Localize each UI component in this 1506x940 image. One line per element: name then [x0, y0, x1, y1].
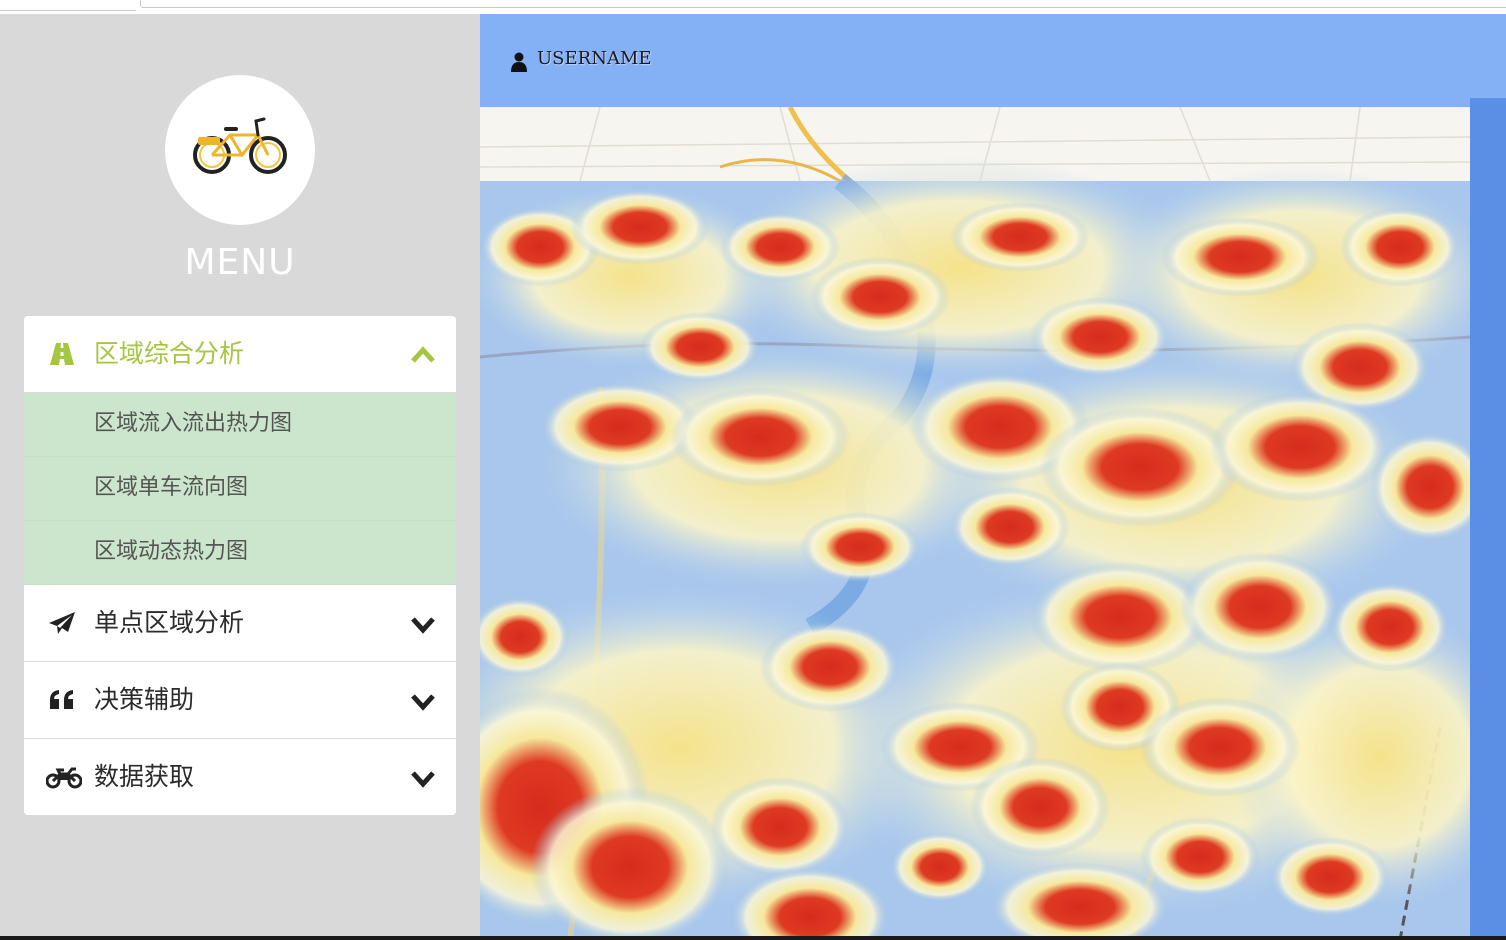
menu-section-label: 数据获取: [94, 762, 195, 791]
sidebar: MENU 区域综合分析 区域流入流出热力图 区域单车流向图 区域动态热力图 单点…: [0, 14, 480, 940]
browser-address-bar[interactable]: [140, 0, 1506, 8]
chevron-up-icon: [411, 346, 435, 363]
menu-section-label: 单点区域分析: [94, 608, 245, 637]
menu-section-label: 决策辅助: [94, 685, 195, 714]
menu-section-single-point-analysis[interactable]: 单点区域分析: [24, 585, 456, 662]
browser-tab-edge: [0, 0, 136, 11]
menu-title: MENU: [184, 242, 296, 283]
paper-plane-icon: [49, 612, 75, 634]
chevron-down-icon: [411, 617, 435, 634]
menu-panel: 区域综合分析 区域流入流出热力图 区域单车流向图 区域动态热力图 单点区域分析: [24, 316, 456, 815]
menu-section-regional-analysis[interactable]: 区域综合分析: [24, 316, 456, 393]
username-label[interactable]: USERNAME: [537, 48, 652, 69]
road-icon: [50, 343, 74, 365]
menu-section-label: 区域综合分析: [94, 339, 245, 368]
right-panel-edge: [1470, 98, 1506, 940]
user-icon[interactable]: [510, 52, 528, 72]
motorcycle-icon: [46, 767, 82, 789]
submenu-item-label: 区域流入流出热力图: [94, 411, 293, 436]
chevron-down-icon: [411, 694, 435, 711]
heatmap-canvas[interactable]: [480, 107, 1470, 940]
menu-section-decision-support[interactable]: 决策辅助: [24, 662, 456, 739]
submenu-item-dynamic-heatmap[interactable]: 区域动态热力图: [24, 521, 456, 585]
quote-icon: [50, 690, 73, 709]
bicycle-icon: [193, 117, 287, 174]
menu-section-data-acquisition[interactable]: 数据获取: [24, 739, 456, 815]
heatmap-map-view[interactable]: [480, 107, 1470, 940]
browser-chrome: [0, 0, 1506, 14]
chevron-down-icon: [411, 771, 435, 788]
submenu-item-bike-flow-map[interactable]: 区域单车流向图: [24, 457, 456, 521]
top-bar: USERNAME: [480, 14, 1506, 107]
submenu-item-label: 区域单车流向图: [94, 475, 249, 500]
submenu-item-inflow-outflow-heatmap[interactable]: 区域流入流出热力图: [24, 393, 456, 457]
submenu-item-label: 区域动态热力图: [94, 539, 249, 564]
taskbar-edge: [0, 936, 1506, 940]
logo-circle: [165, 75, 315, 225]
